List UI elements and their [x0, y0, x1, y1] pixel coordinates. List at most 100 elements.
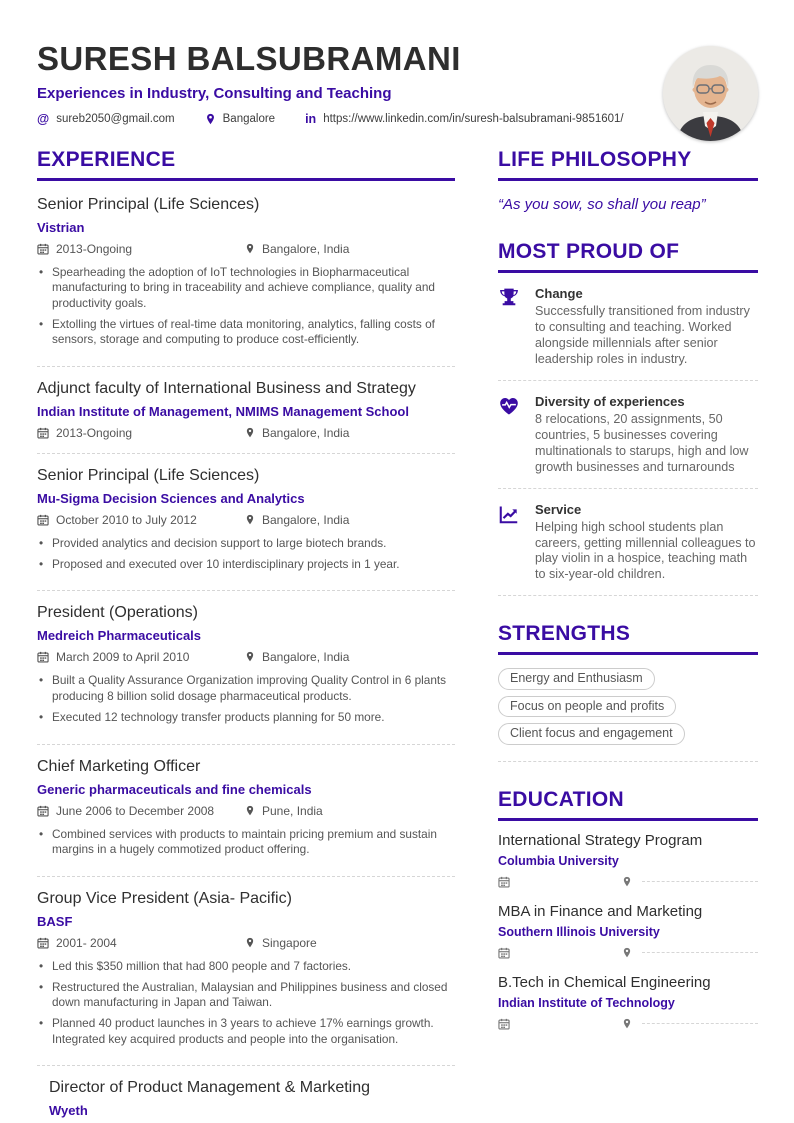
education-title: EDUCATION — [498, 788, 758, 821]
job-bullets: Built a Quality Assurance Organization i… — [37, 673, 455, 725]
job-bullet: Spearheading the adoption of IoT technol… — [37, 265, 455, 312]
experience-entry: Senior Principal (Life Sciences) Mu-Sigm… — [37, 454, 455, 592]
job-date: 2001- 2004 — [56, 935, 117, 950]
proud-item: Change Successfully transitioned from in… — [498, 273, 758, 381]
location-pin-icon — [623, 876, 631, 887]
job-date: March 2009 to April 2010 — [56, 650, 190, 665]
life-philosophy-title: LIFE PHILOSOPHY — [498, 148, 758, 181]
job-role: Senior Principal (Life Sciences) — [37, 195, 260, 213]
job-company: Vistrian — [37, 219, 85, 235]
job-bullet: Proposed and executed over 10 interdisci… — [37, 557, 455, 573]
job-location: Bangalore, India — [262, 650, 350, 665]
chart-line-icon — [498, 502, 522, 584]
trophy-icon — [498, 286, 522, 368]
experience-entry: Adjunct faculty of International Busines… — [37, 367, 455, 455]
job-company: Medreich Pharmaceuticals — [37, 628, 202, 644]
job-bullet: Combined services with products to maint… — [37, 827, 455, 858]
location-pin-icon — [246, 937, 254, 948]
education-entry: International Strategy Program Columbia … — [498, 821, 758, 892]
page-title: SURESH BALSUBRAMANI — [37, 40, 461, 77]
school-name: Southern Illinois University — [498, 924, 660, 939]
contact-linkedin: in https://www.linkedin.com/in/suresh-ba… — [305, 113, 624, 126]
content-columns: EXPERIENCE Senior Principal (Life Scienc… — [0, 148, 794, 1123]
calendar-icon — [37, 427, 49, 439]
school-name: Columbia University — [498, 853, 619, 868]
location-pin-icon — [246, 805, 254, 815]
degree-title: B.Tech in Chemical Engineering — [498, 973, 711, 991]
job-company: BASF — [37, 913, 73, 929]
job-location: Singapore — [262, 935, 317, 950]
proud-item-text: 8 relocations, 20 assignments, 50 countr… — [535, 411, 749, 474]
location-text: Bangalore — [222, 113, 276, 126]
job-location: Bangalore, India — [262, 426, 350, 441]
strength-tags: Energy and Enthusiasm Focus on people an… — [498, 655, 758, 762]
experience-entry: Director of Product Management & Marketi… — [49, 1066, 455, 1123]
job-bullets: Provided analytics and decision support … — [37, 536, 455, 572]
experience-entry: Chief Marketing Officer Generic pharmace… — [37, 745, 455, 877]
most-proud-of-section: MOST PROUD OF Change Successfully transi… — [498, 240, 758, 597]
location-pin-icon — [246, 427, 254, 438]
job-company: Wyeth — [49, 1103, 88, 1119]
job-bullet: Planned 40 product launches in 3 years t… — [37, 1016, 455, 1047]
location-pin-icon — [206, 113, 214, 124]
job-bullet: Extolling the virtues of real-time data … — [37, 317, 455, 348]
job-company: Mu-Sigma Decision Sciences and Analytics — [37, 491, 305, 507]
proud-item-title: Diversity of experiences — [535, 393, 685, 409]
strengths-title: STRENGTHS — [498, 622, 758, 656]
proud-item-title: Change — [535, 285, 583, 301]
job-location: Pune, India — [262, 803, 323, 818]
proud-item-title: Service — [535, 501, 582, 517]
experience-title: EXPERIENCE — [37, 148, 455, 181]
calendar-icon — [37, 652, 49, 663]
job-date: 2013-Ongoing — [56, 241, 133, 256]
linkedin-icon: in — [305, 111, 317, 126]
job-bullets: Led this $350 million that had 800 peopl… — [37, 959, 455, 1047]
job-date: 2013-Ongoing — [56, 426, 133, 441]
contact-location: Bangalore — [205, 113, 275, 126]
location-pin-icon — [246, 243, 254, 253]
strengths-section: STRENGTHS Energy and Enthusiasm Focus on… — [498, 622, 758, 762]
life-philosophy-section: LIFE PHILOSOPHY “As you sow, so shall yo… — [498, 148, 758, 213]
job-role: Group Vice President (Asia- Pacific) — [37, 889, 292, 907]
experience-section: EXPERIENCE Senior Principal (Life Scienc… — [37, 148, 455, 1123]
job-location: Bangalore, India — [262, 241, 350, 256]
job-bullet: Led this $350 million that had 800 peopl… — [37, 959, 455, 975]
location-pin-icon — [623, 947, 631, 958]
job-bullet: Built a Quality Assurance Organization i… — [37, 673, 455, 704]
location-pin-icon — [246, 652, 254, 662]
most-proud-of-title: MOST PROUD OF — [498, 240, 758, 273]
job-location: Bangalore, India — [262, 513, 350, 528]
education-section: EDUCATION International Strategy Program… — [498, 788, 758, 1034]
experience-entry: Senior Principal (Life Sciences) Vistria… — [37, 181, 455, 368]
header-tagline: Experiences in Industry, Consulting and … — [37, 84, 392, 102]
location-pin-icon — [246, 514, 254, 525]
calendar-icon — [498, 876, 510, 888]
job-bullet: Restructured the Australian, Malaysian a… — [37, 980, 455, 1011]
calendar-icon — [37, 937, 49, 949]
proud-item-text: Helping high school students plan career… — [535, 519, 756, 582]
job-bullet: Provided analytics and decision support … — [37, 536, 455, 552]
job-date: June 2006 to December 2008 — [56, 803, 215, 818]
proud-item: Diversity of experiences 8 relocations, … — [498, 381, 758, 489]
calendar-icon — [37, 514, 49, 526]
proud-item: Service Helping high school students pla… — [498, 489, 758, 597]
email-text[interactable]: sureb2050@gmail.com — [56, 113, 175, 126]
strength-tag: Client focus and engagement — [498, 723, 685, 745]
email-icon: @ — [37, 111, 50, 126]
degree-title: International Strategy Program — [498, 831, 703, 849]
job-date: October 2010 to July 2012 — [56, 513, 197, 528]
location-pin-icon — [623, 1018, 631, 1029]
header: SURESH BALSUBRAMANI Experiences in Indus… — [0, 0, 794, 141]
profile-photo — [663, 46, 758, 141]
job-role: Senior Principal (Life Sciences) — [37, 467, 260, 485]
job-role: Adjunct faculty of International Busines… — [37, 380, 416, 398]
job-bullet: Executed 12 technology transfer products… — [37, 710, 455, 726]
calendar-icon — [37, 243, 49, 255]
job-company: Indian Institute of Management, NMIMS Ma… — [37, 404, 409, 420]
calendar-icon — [498, 1018, 510, 1030]
education-entry: MBA in Finance and Marketing Southern Il… — [498, 892, 758, 963]
job-role: Chief Marketing Officer — [37, 757, 201, 775]
linkedin-url[interactable]: https://www.linkedin.com/in/suresh-balsu… — [323, 113, 624, 126]
school-name: Indian Institute of Technology — [498, 995, 675, 1010]
